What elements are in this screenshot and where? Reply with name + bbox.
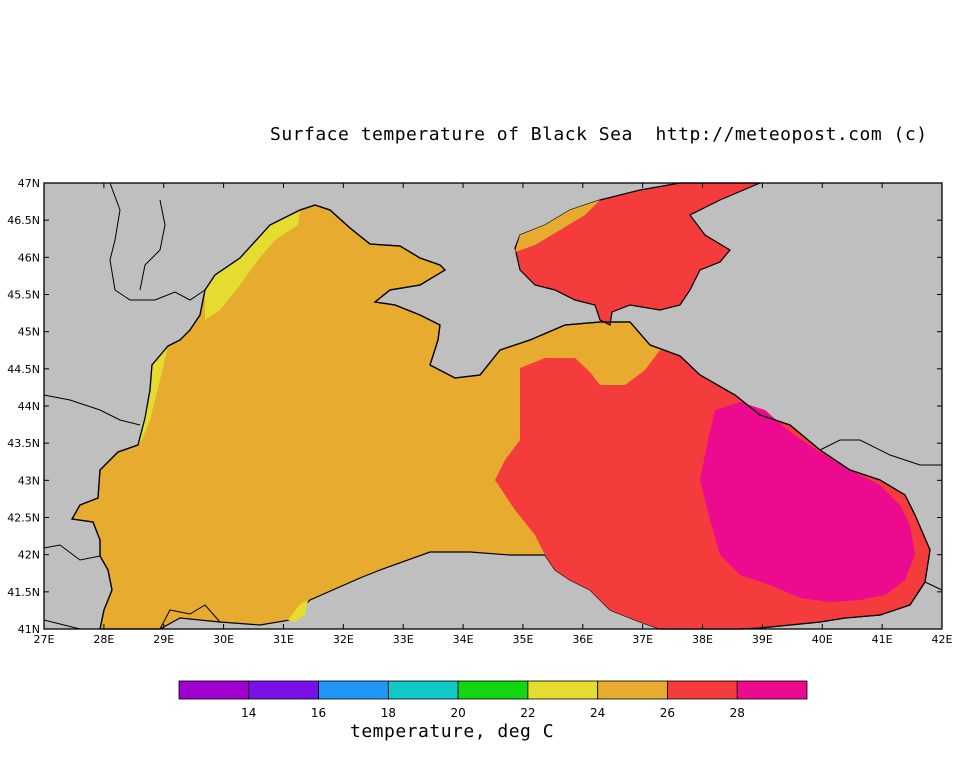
sea-band-28-30-core bbox=[700, 402, 915, 602]
lat-tick-label: 46.5N bbox=[7, 214, 40, 227]
colorbar-swatch bbox=[667, 680, 738, 700]
lon-tick-label: 38E bbox=[692, 633, 713, 646]
lon-tick-label: 39E bbox=[752, 633, 773, 646]
colorbar-swatch bbox=[597, 680, 668, 700]
colorbar-label: 18 bbox=[381, 706, 396, 720]
lat-tick-label: 41N bbox=[18, 623, 40, 636]
longitude-axis: 27E 28E 29E 30E 31E 32E 33E 34E 35E 36E 37E 38E 39E 4… bbox=[34, 183, 953, 646]
colorbar-title: temperature, deg C bbox=[350, 721, 555, 742]
colorbar-label: 24 bbox=[590, 706, 605, 720]
colorbar-label: 20 bbox=[450, 706, 465, 720]
lon-tick-label: 36E bbox=[572, 633, 593, 646]
colorbar-label: 22 bbox=[520, 706, 535, 720]
country-borders bbox=[43, 182, 943, 630]
lon-tick-label: 42E bbox=[932, 633, 953, 646]
lon-tick-label: 30E bbox=[213, 633, 234, 646]
lon-tick-label: 31E bbox=[273, 633, 294, 646]
lon-tick-label: 41E bbox=[872, 633, 893, 646]
lat-tick-label: 44.5N bbox=[7, 363, 40, 376]
sea-band-22-24-west bbox=[205, 210, 300, 320]
lon-tick-label: 37E bbox=[632, 633, 653, 646]
latitude-axis: 47N 46.5N 46N 45.5N 45N 44.5N 44N 43.5N 43N 42.5N… bbox=[7, 177, 942, 636]
lon-tick-label: 27E bbox=[34, 633, 55, 646]
colorbar-swatch bbox=[457, 680, 529, 700]
sea-band-22-24-bosporus bbox=[288, 600, 308, 622]
colorbar-swatch bbox=[178, 680, 250, 700]
colorbar-label: 14 bbox=[241, 706, 256, 720]
lon-tick-label: 35E bbox=[512, 633, 533, 646]
colorbar: 14 16 18 20 22 24 26 28 bbox=[178, 680, 808, 720]
colorbar-swatch bbox=[387, 680, 459, 700]
colorbar-swatch bbox=[736, 680, 808, 700]
lat-tick-label: 47N bbox=[18, 177, 40, 190]
colorbar-swatch bbox=[318, 680, 389, 700]
lat-tick-label: 46N bbox=[18, 251, 40, 264]
colorbar-label: 16 bbox=[311, 706, 326, 720]
colorbar-label: 26 bbox=[660, 706, 675, 720]
lat-tick-label: 44N bbox=[18, 400, 40, 413]
colorbar-swatch bbox=[248, 680, 319, 700]
lat-tick-label: 41.5N bbox=[7, 586, 40, 599]
sea-band-22-24-southwest bbox=[138, 346, 168, 445]
lat-tick-label: 45N bbox=[18, 326, 40, 339]
lon-tick-label: 29E bbox=[153, 633, 174, 646]
azov-band-24-26 bbox=[515, 200, 600, 252]
lat-tick-label: 45.5N bbox=[7, 289, 40, 302]
lon-tick-label: 40E bbox=[812, 633, 833, 646]
lat-tick-label: 42.5N bbox=[7, 512, 40, 525]
colorbar-swatch bbox=[527, 680, 599, 700]
lat-tick-label: 43N bbox=[18, 474, 40, 487]
map-title: Surface temperature of Black Sea http://… bbox=[270, 124, 928, 145]
lat-tick-label: 42N bbox=[18, 549, 40, 562]
lon-tick-label: 33E bbox=[393, 633, 414, 646]
lon-tick-label: 28E bbox=[93, 633, 114, 646]
coastline bbox=[70, 204, 931, 630]
lat-tick-label: 43.5N bbox=[7, 437, 40, 450]
lon-tick-label: 32E bbox=[333, 633, 354, 646]
colorbar-label: 28 bbox=[730, 706, 745, 720]
lon-tick-label: 34E bbox=[453, 633, 474, 646]
